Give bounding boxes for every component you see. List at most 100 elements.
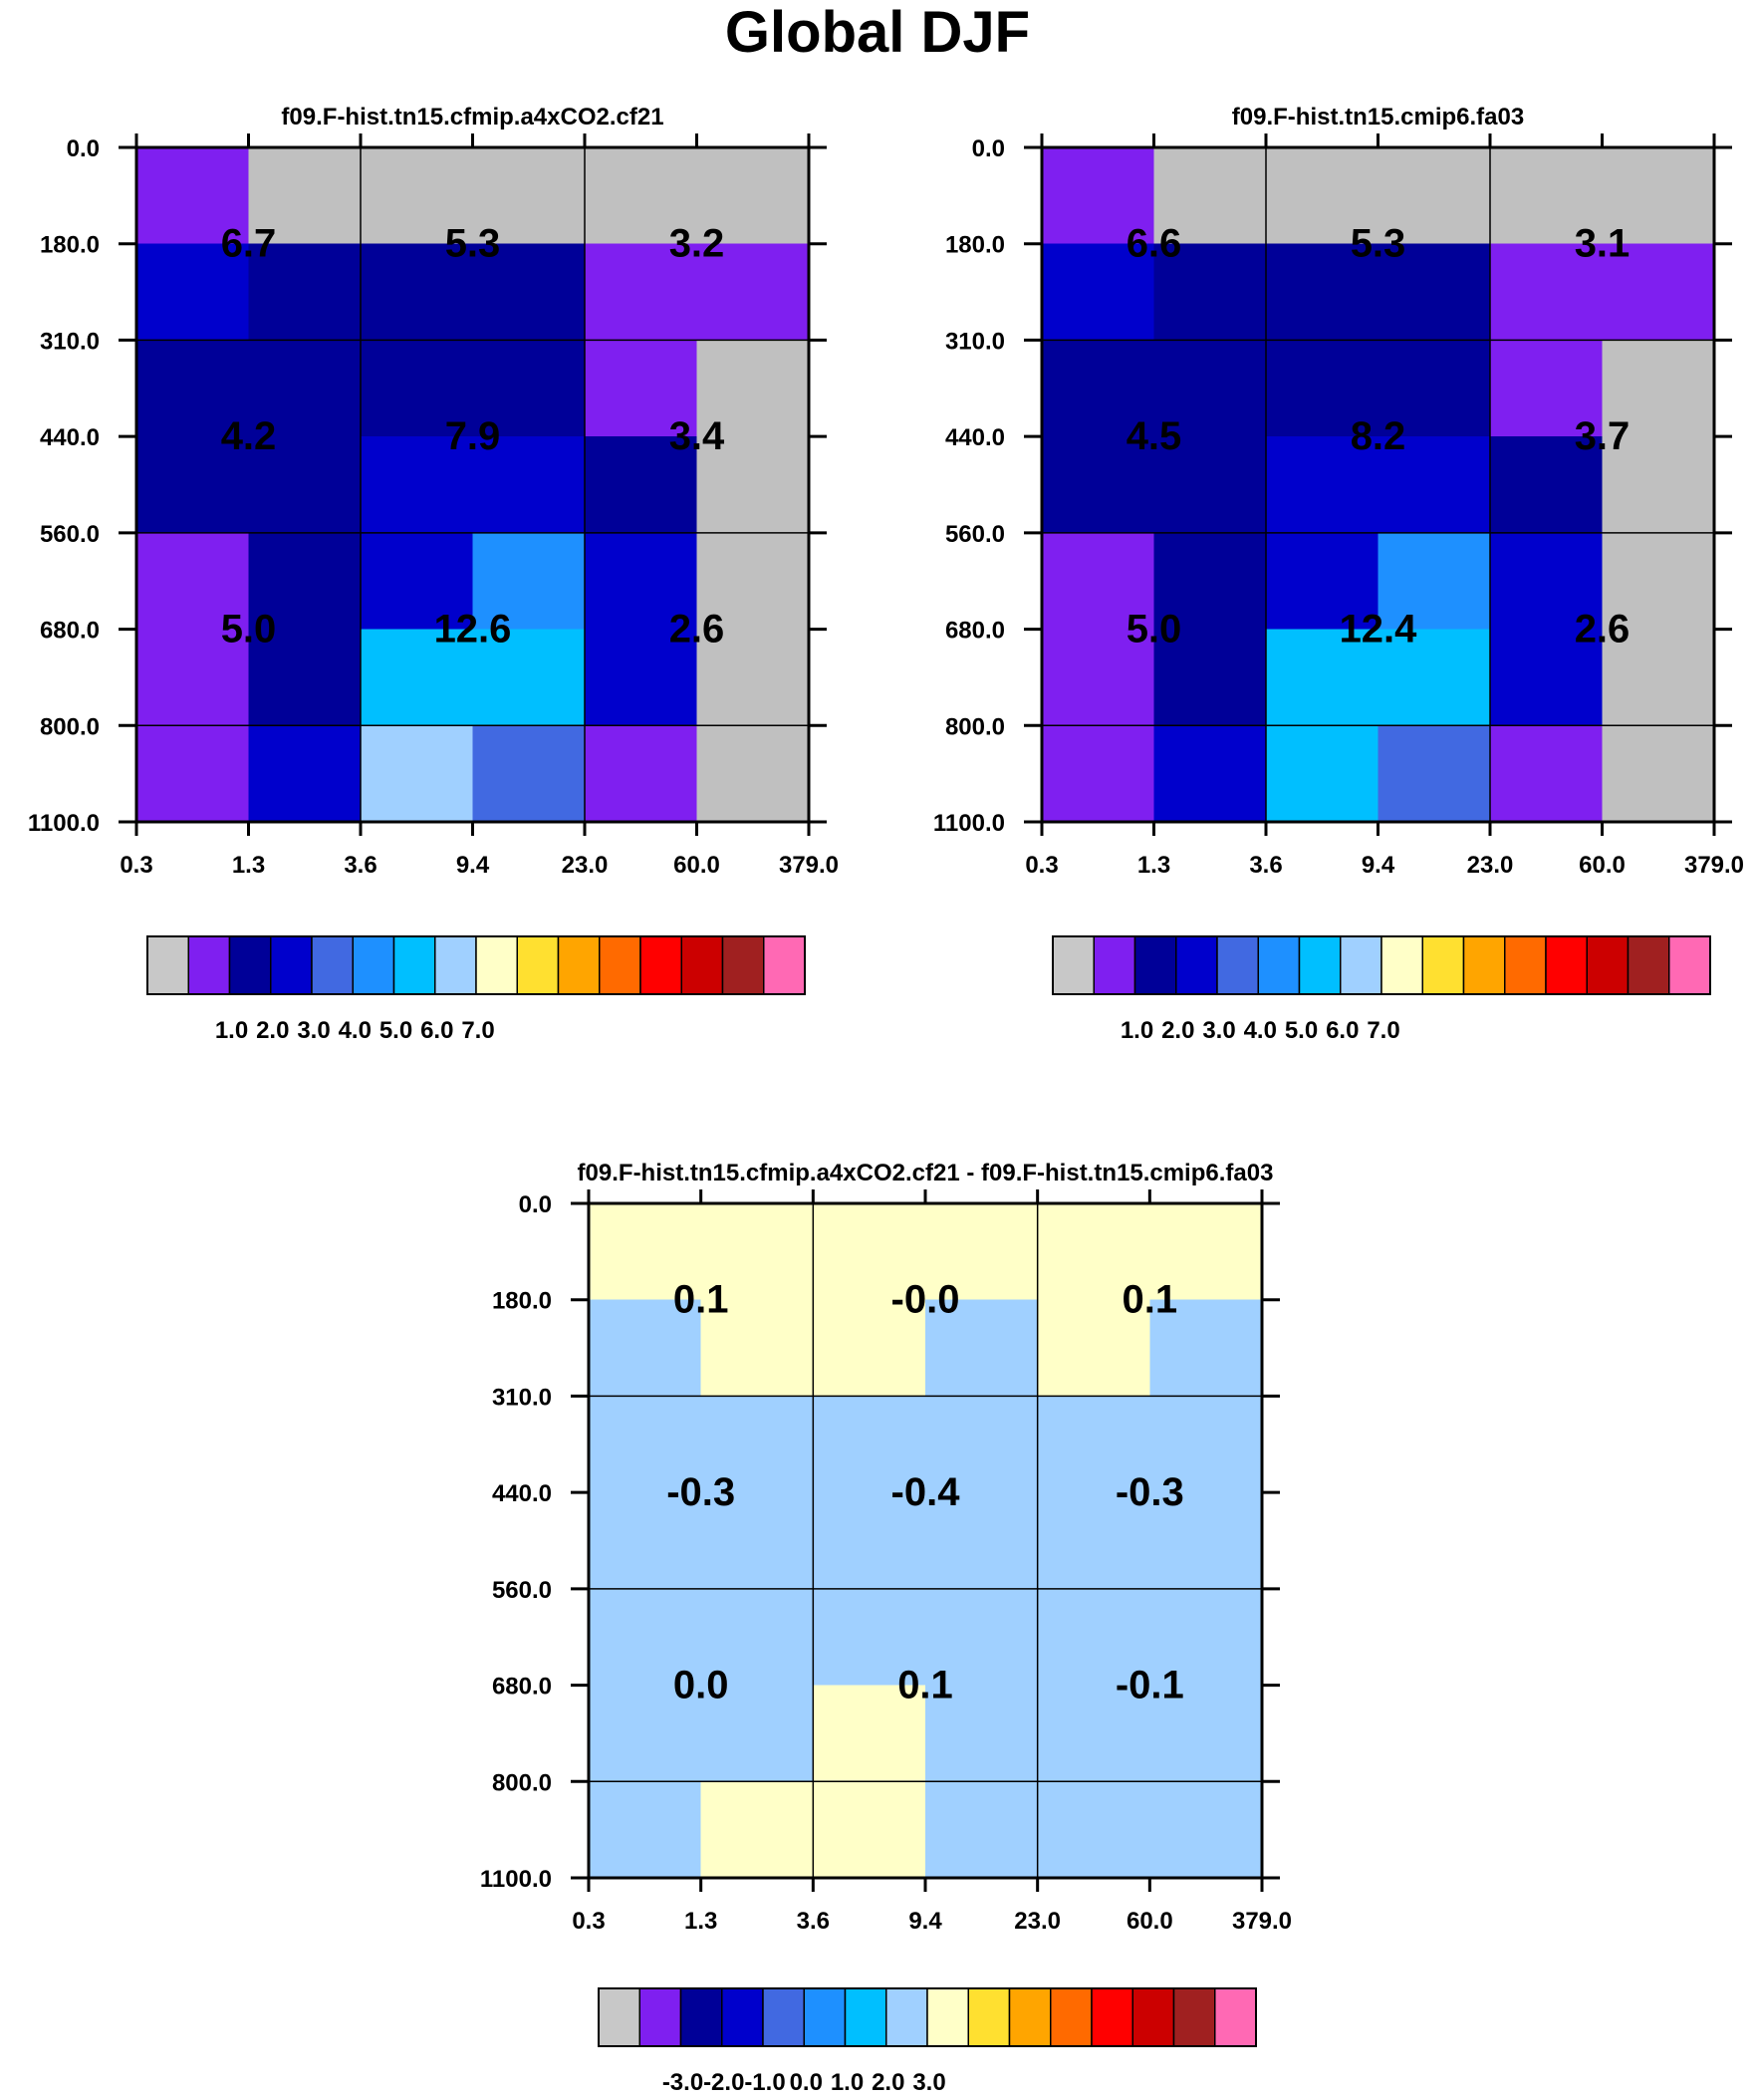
cell-value-label: 4.2: [221, 414, 277, 458]
heatmap-cell: [1042, 436, 1155, 534]
y-tick-label: 440.0: [945, 424, 1005, 451]
heatmap-cell: [585, 340, 698, 437]
x-tick-label: 23.0: [562, 852, 609, 879]
heatmap-cell: [1037, 1492, 1150, 1590]
colorbar-swatch: [926, 1987, 969, 2047]
heatmap-cell: [1042, 725, 1155, 823]
x-tick-label: 9.4: [1362, 852, 1395, 879]
colorbar-swatch: [228, 935, 272, 995]
colorbar-swatch: [146, 935, 189, 995]
heatmap-cell: [585, 629, 698, 726]
colorbar-swatch: [1050, 1987, 1093, 2047]
heatmap-cell: [1042, 340, 1155, 437]
cell-value-label: 3.2: [669, 222, 725, 266]
colorbar-swatch: [1545, 935, 1588, 995]
cell-value-label: -0.1: [1116, 1664, 1184, 1707]
cell-value-label: 2.6: [1575, 608, 1630, 652]
x-tick-label: 9.4: [908, 1908, 942, 1935]
heatmap-cell: [1602, 147, 1715, 245]
x-tick-label: 3.6: [797, 1908, 830, 1935]
cell-value-label: 4.5: [1127, 414, 1182, 458]
y-tick-label: 310.0: [945, 328, 1005, 355]
heatmap-cell: [1042, 147, 1155, 245]
x-tick-label: 1.3: [232, 852, 265, 879]
heatmap-cell: [472, 532, 586, 631]
x-tick-label: 9.4: [456, 852, 490, 879]
y-tick-label: 0.0: [519, 1191, 552, 1218]
x-tick-label: 3.6: [344, 852, 376, 879]
colorbar-label: 2.0: [256, 1017, 289, 1044]
cell-value-label: 3.4: [669, 414, 725, 458]
y-tick-label: 180.0: [492, 1288, 552, 1315]
heatmap-cell: [472, 243, 586, 342]
cell-value-label: 5.3: [445, 222, 501, 266]
colorbar-swatch: [679, 1987, 723, 2047]
colorbar-label: -2.0: [703, 2069, 744, 2095]
colorbar-swatch: [1586, 935, 1630, 995]
colorbar-swatch: [599, 935, 641, 995]
colorbar-frame: [1052, 935, 1711, 995]
colorbar-swatch: [967, 1987, 1011, 2047]
x-tick-label: 379.0: [779, 852, 839, 879]
heatmap-cell: [1378, 725, 1491, 823]
colorbar-label: 1.0: [831, 2069, 864, 2095]
colorbar-swatch: [1380, 935, 1423, 995]
colorbar-swatch: [392, 935, 436, 995]
heatmap-cell: [1602, 532, 1715, 631]
heatmap-cell: [700, 1781, 814, 1879]
colorbar-label: 0.0: [790, 2069, 823, 2095]
heatmap-cell: [1266, 532, 1379, 631]
figure-title: Global DJF: [724, 0, 1031, 65]
heatmap-cell: [361, 436, 474, 534]
heatmap-cell: [925, 1588, 1039, 1687]
heatmap-cell: [1378, 340, 1491, 437]
heatmap-cell: [925, 1492, 1039, 1590]
heatmap-cell: [248, 147, 362, 245]
colorbar-label: 5.0: [1285, 1017, 1318, 1044]
y-tick-label: 440.0: [40, 424, 100, 451]
colorbar-swatch: [721, 1987, 764, 2047]
colorbar-swatch: [187, 935, 231, 995]
cell-value-label: -0.3: [1116, 1470, 1184, 1514]
heatmap-cell: [361, 629, 474, 726]
x-tick-label: 3.6: [1249, 852, 1282, 879]
colorbar-swatch: [1298, 935, 1342, 995]
heatmap-cell: [1378, 147, 1491, 245]
heatmap-cell: [1266, 629, 1379, 726]
colorbar-swatch: [434, 935, 477, 995]
heatmap-cell: [1602, 725, 1715, 823]
heatmap-cell: [589, 1588, 702, 1687]
colorbar-label: 2.0: [872, 2069, 904, 2095]
heatmap-cell: [1378, 532, 1491, 631]
colorbar-frame: [598, 1987, 1257, 2047]
heatmap-cell: [696, 629, 810, 726]
y-tick-label: 680.0: [40, 618, 100, 645]
heatmap-cell: [1490, 243, 1604, 342]
heatmap-cell: [136, 147, 250, 245]
colorbar-swatch: [1133, 935, 1177, 995]
colorbar-swatch: [1421, 935, 1465, 995]
colorbar-swatch: [270, 935, 313, 995]
x-tick-label: 60.0: [1127, 1908, 1173, 1935]
heatmap-cell: [1153, 532, 1267, 631]
colorbar-swatch: [516, 935, 560, 995]
heatmap-cell: [1037, 1396, 1150, 1493]
heatmap-cell: [361, 725, 474, 823]
heatmap-cell: [1149, 1685, 1263, 1782]
heatmap-cell: [813, 1588, 926, 1687]
colorbar-swatch: [557, 935, 601, 995]
heatmap-cell: [925, 1299, 1039, 1398]
heatmap-cell: [696, 243, 810, 342]
y-tick-label: 800.0: [492, 1769, 552, 1796]
heatmap-cell: [696, 532, 810, 631]
colorbar-swatch: [1216, 935, 1259, 995]
colorbar-swatch: [1172, 1987, 1216, 2047]
y-tick-label: 440.0: [492, 1480, 552, 1507]
heatmap-cell: [1490, 436, 1604, 534]
heatmap-cell: [696, 436, 810, 534]
heatmap-cell: [585, 725, 698, 823]
colorbar-label: 4.0: [1244, 1017, 1277, 1044]
x-tick-label: 60.0: [1579, 852, 1626, 879]
cell-value-label: 3.7: [1575, 414, 1630, 458]
